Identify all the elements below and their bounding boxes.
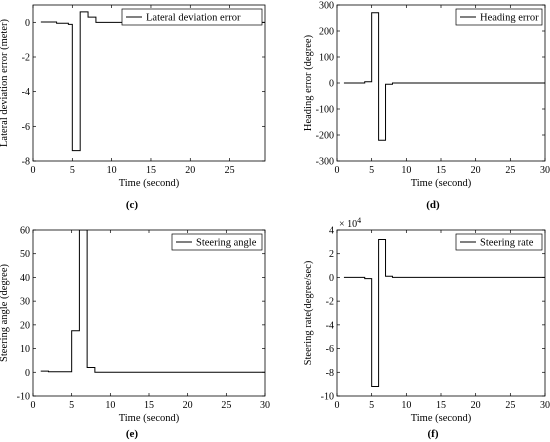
y-tick-label: -300: [316, 157, 334, 168]
x-tick-label: 5: [69, 400, 74, 411]
panel-caption: (d): [426, 199, 440, 211]
x-tick-label: 15: [436, 165, 446, 176]
x-axis-label: Time (second): [119, 413, 180, 424]
y-tick-label: 40: [20, 273, 30, 284]
y-tick-label: 2: [329, 249, 334, 260]
plot-frame: [336, 229, 546, 397]
x-axis-label: Time (second): [119, 178, 180, 189]
y-tick-label: 0: [25, 368, 30, 379]
legend-box: [171, 233, 263, 251]
series-line: [343, 238, 545, 388]
x-tick-label: 10: [107, 165, 117, 176]
y-tick-label: -200: [316, 131, 334, 142]
x-tick-label: 20: [183, 400, 193, 411]
panel-caption: (c): [126, 199, 139, 211]
x-axis-label: Time (second): [411, 178, 472, 189]
y-exponent-label: × 104: [339, 216, 361, 230]
panel-caption: (e): [126, 428, 139, 440]
x-tick-label: 10: [105, 400, 115, 411]
x-tick-label: 25: [225, 165, 235, 176]
x-tick-label: 15: [436, 400, 446, 411]
x-tick-label: 0: [335, 400, 340, 411]
y-exponent-power: 4: [357, 216, 361, 225]
x-tick-label: 20: [471, 165, 481, 176]
panel-caption: (f): [428, 428, 439, 440]
y-tick-label: 0: [329, 273, 334, 284]
y-tick-label: -4: [22, 87, 30, 98]
y-axis-label: Lateral deviation error (meter): [0, 19, 10, 147]
y-tick-label: 20: [20, 320, 30, 331]
x-tick-label: 5: [70, 165, 75, 176]
x-tick-label: 30: [260, 400, 270, 411]
legend-box: [455, 8, 543, 26]
y-tick-label: -6: [326, 344, 334, 355]
y-tick-label: 0: [25, 18, 30, 29]
y-tick-label: 60: [20, 226, 30, 237]
x-tick-label: 10: [401, 400, 411, 411]
y-tick-label: -10: [321, 392, 334, 403]
legend-label: Heading error: [480, 13, 539, 24]
y-tick-label: -2: [326, 297, 334, 308]
x-tick-label: 0: [31, 400, 36, 411]
x-tick-label: 10: [401, 165, 411, 176]
y-tick-label: 200: [319, 27, 334, 38]
y-tick-label: 4: [329, 226, 334, 237]
x-axis-label: Time (second): [411, 413, 472, 424]
x-tick-label: 25: [505, 165, 515, 176]
panel-c: 0 5 10 15 20 25 0 -2 -4 -6 -8 Time (second) Lateral …: [0, 4, 266, 211]
x-tick-label: 25: [221, 400, 231, 411]
y-tick-label: 300: [319, 1, 334, 12]
y-tick-label: -100: [316, 105, 334, 116]
y-tick-label: -6: [22, 122, 30, 133]
y-tick-label: -2: [22, 53, 30, 64]
y-tick-label: -8: [326, 368, 334, 379]
x-tick-label: 20: [471, 400, 481, 411]
legend-label: Steering angle: [196, 238, 257, 249]
x-tick-label: 15: [146, 165, 156, 176]
x-tick-label: 5: [369, 400, 374, 411]
legend-box: [121, 8, 263, 26]
y-tick-label: 30: [20, 297, 30, 308]
x-tick-label: 25: [505, 400, 515, 411]
x-tick-label: 30: [540, 165, 550, 176]
series-line: [343, 12, 545, 141]
x-tick-label: 0: [335, 165, 340, 176]
x-tick-label: 0: [31, 165, 36, 176]
plot-frame: [32, 4, 266, 162]
y-tick-label: -8: [22, 157, 30, 168]
y-tick-label: 100: [319, 53, 334, 64]
y-tick-label: -10: [17, 392, 30, 403]
legend-label: Steering rate: [480, 238, 534, 249]
series-line: [40, 11, 265, 152]
y-exponent-base: × 10: [339, 219, 357, 230]
legend-box: [455, 233, 543, 251]
x-tick-label: 20: [185, 165, 195, 176]
y-tick-label: 0: [329, 79, 334, 90]
y-axis-label: Steering rate(degree/sec): [303, 260, 314, 365]
y-axis-label: Steering angle (degree): [0, 264, 10, 362]
y-tick-label: 10: [20, 344, 30, 355]
x-tick-label: 15: [144, 400, 154, 411]
panel-d: 0 5 10 15 20 25 30 300 200 100 0 -100 -200 -300 Time (…: [303, 1, 550, 212]
y-axis-label: Heading error (degree): [303, 34, 314, 131]
series-line: [40, 230, 265, 373]
x-tick-label: 30: [540, 400, 550, 411]
y-tick-label: 50: [20, 249, 30, 260]
y-tick-label: -4: [326, 320, 334, 331]
legend-label: Lateral deviation error: [146, 13, 241, 24]
x-tick-label: 5: [369, 165, 374, 176]
plot-frame: [32, 229, 266, 397]
